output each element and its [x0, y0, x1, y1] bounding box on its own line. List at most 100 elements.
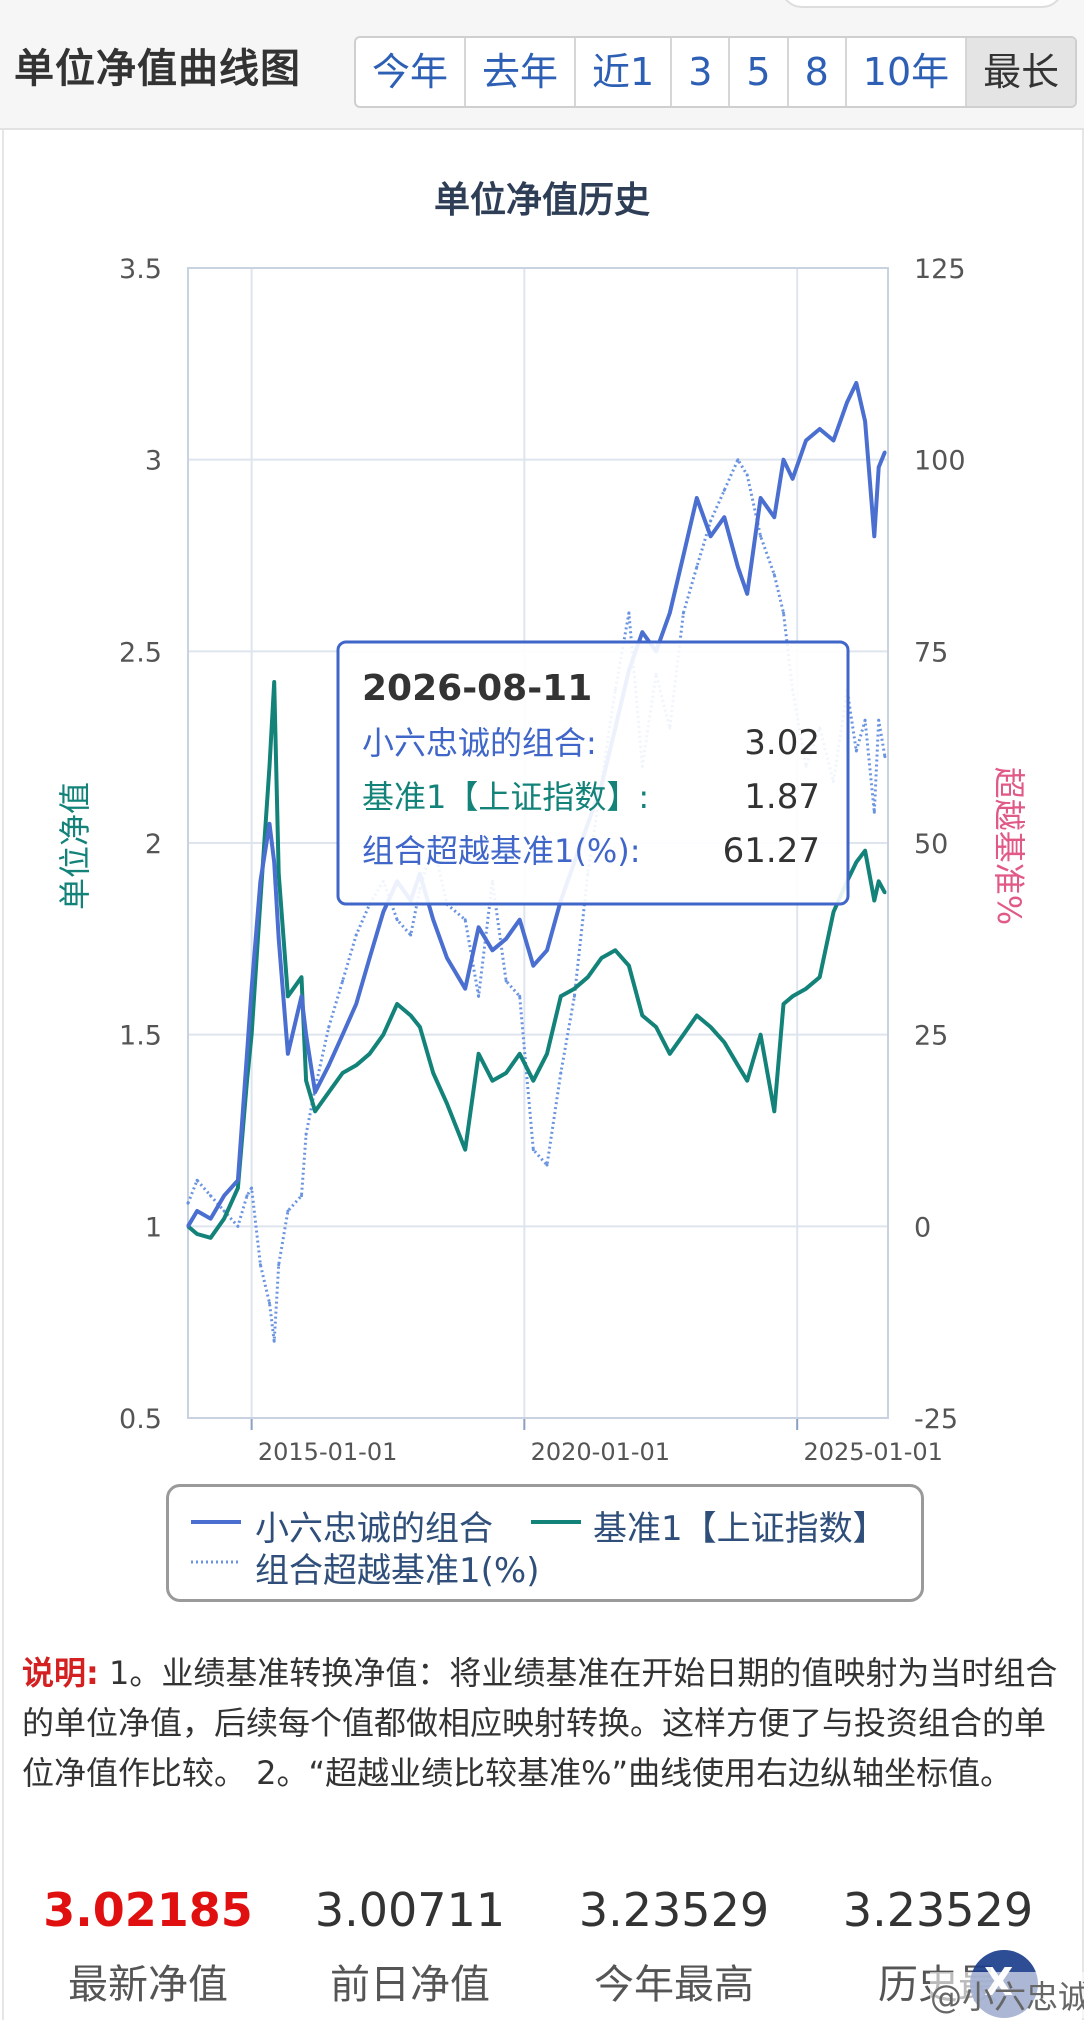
data-point	[736, 1063, 740, 1067]
stat-label: 今年最高	[594, 1962, 754, 2008]
chart-legend: 小六忠诚的组合 基准1【上证指数】 组合超越基准1(%)	[166, 1484, 924, 1602]
data-point	[195, 1178, 199, 1182]
data-point	[863, 849, 867, 853]
data-point	[518, 918, 522, 922]
data-point	[504, 937, 508, 941]
y-tick-label: 1	[145, 1212, 162, 1243]
data-point	[186, 1201, 190, 1205]
chart-card	[2, 130, 1084, 2020]
tooltip-row-value: 1.87	[744, 777, 820, 817]
legend-item-excess[interactable]: 组合超越基准1(%)	[255, 1551, 540, 1591]
data-point	[250, 1033, 254, 1037]
tab-last-year[interactable]: 去年	[466, 38, 577, 106]
stats-row: 3.02185 最新净值 3.00711 前日净值 3.23529 今年最高 3…	[0, 1880, 1084, 2018]
y-tick-label: 3.5	[119, 254, 162, 285]
data-point	[759, 496, 763, 500]
data-point	[772, 515, 776, 519]
data-point	[877, 879, 881, 883]
data-point	[209, 1194, 213, 1198]
data-point	[368, 1052, 372, 1056]
data-point	[877, 718, 881, 722]
stat-previous-nav: 3.00711 前日净值	[280, 1880, 540, 2010]
data-point	[695, 496, 699, 500]
data-point	[572, 994, 576, 998]
nav-history-chart[interactable]: 单位净值历史 3.5 125 3 100 2.5 75 2 50 1.5 25 1 0 0.5 -25 201…	[0, 130, 1084, 1490]
data-point	[772, 1109, 776, 1113]
data-point	[286, 1052, 290, 1056]
data-point	[222, 1194, 226, 1198]
data-point	[782, 1002, 785, 1006]
x-tick-label: 2015-01-01	[258, 1438, 397, 1466]
data-point	[877, 465, 881, 469]
data-point	[654, 1025, 658, 1029]
data-point	[883, 450, 887, 454]
top-bar: 单位净值曲线图 今年 去年 近1 3 5 8 10年 最长	[0, 0, 1084, 130]
tooltip-row-value: 61.27	[723, 831, 820, 871]
data-point	[258, 1263, 262, 1267]
data-point	[782, 458, 785, 462]
data-point	[559, 994, 563, 998]
data-point	[341, 979, 345, 983]
tab-8[interactable]: 8	[789, 38, 847, 106]
data-point	[586, 975, 590, 979]
data-point	[236, 1186, 240, 1190]
data-point	[745, 592, 749, 596]
explanation-note: 说明: 1。业绩基准转换净值：将业绩基准在开始日期的值映射为当时组合的单位净值，…	[22, 1648, 1062, 1798]
data-point	[504, 979, 508, 983]
tab-3[interactable]: 3	[672, 38, 731, 106]
data-point	[531, 1148, 535, 1152]
data-point	[354, 1002, 358, 1006]
data-point	[782, 611, 785, 615]
data-point	[545, 1052, 549, 1056]
stat-value: 3.23529	[578, 1883, 770, 1937]
legend-item-benchmark[interactable]: 基准1【上证指数】	[593, 1509, 887, 1549]
data-point	[863, 419, 867, 423]
top-edge-element	[780, 0, 1064, 8]
data-point	[518, 1052, 522, 1056]
data-point	[818, 427, 822, 431]
stat-label: 最新净值	[68, 1962, 228, 2008]
tab-recent-1[interactable]: 近1	[576, 38, 673, 106]
data-point	[286, 1209, 290, 1213]
legend-line-portfolio	[191, 1520, 241, 1524]
data-point	[300, 1194, 303, 1198]
data-point	[286, 994, 290, 998]
watermark: @小六忠诚	[930, 1972, 1084, 2018]
data-point	[872, 810, 876, 814]
tooltip-row-value: 3.02	[744, 723, 820, 763]
data-point	[709, 534, 713, 538]
tooltip-row-label: 小六忠诚的组合:	[362, 724, 597, 762]
y2-tick-label: -25	[914, 1404, 958, 1435]
data-point	[883, 755, 887, 759]
data-point	[722, 488, 726, 492]
data-point	[327, 1063, 331, 1067]
data-point	[268, 822, 271, 826]
data-point	[695, 565, 699, 569]
series-benchmark-line	[186, 680, 887, 1240]
data-point	[354, 1063, 358, 1067]
data-point	[313, 1109, 317, 1113]
data-point	[250, 1186, 254, 1190]
data-point	[627, 611, 631, 615]
tab-this-year[interactable]: 今年	[356, 38, 467, 106]
legend-item-portfolio[interactable]: 小六忠诚的组合	[255, 1509, 493, 1549]
data-point	[695, 1014, 699, 1017]
data-point	[431, 1071, 435, 1075]
data-point	[759, 1033, 763, 1037]
tab-10-year[interactable]: 10年	[847, 38, 968, 106]
data-point	[736, 565, 740, 569]
tooltip-box	[336, 640, 850, 906]
data-point	[272, 1339, 276, 1343]
data-point	[854, 860, 858, 864]
data-point	[186, 1224, 190, 1228]
data-point	[327, 1090, 331, 1094]
tab-5[interactable]: 5	[730, 38, 789, 106]
chart-title: 单位净值历史	[434, 180, 650, 221]
data-point	[236, 1178, 240, 1182]
data-point	[681, 611, 685, 615]
tab-longest[interactable]: 最长	[967, 38, 1076, 106]
data-point	[313, 1090, 317, 1094]
page-title: 单位净值曲线图	[14, 46, 301, 92]
data-point	[818, 975, 822, 979]
data-point	[300, 994, 303, 998]
